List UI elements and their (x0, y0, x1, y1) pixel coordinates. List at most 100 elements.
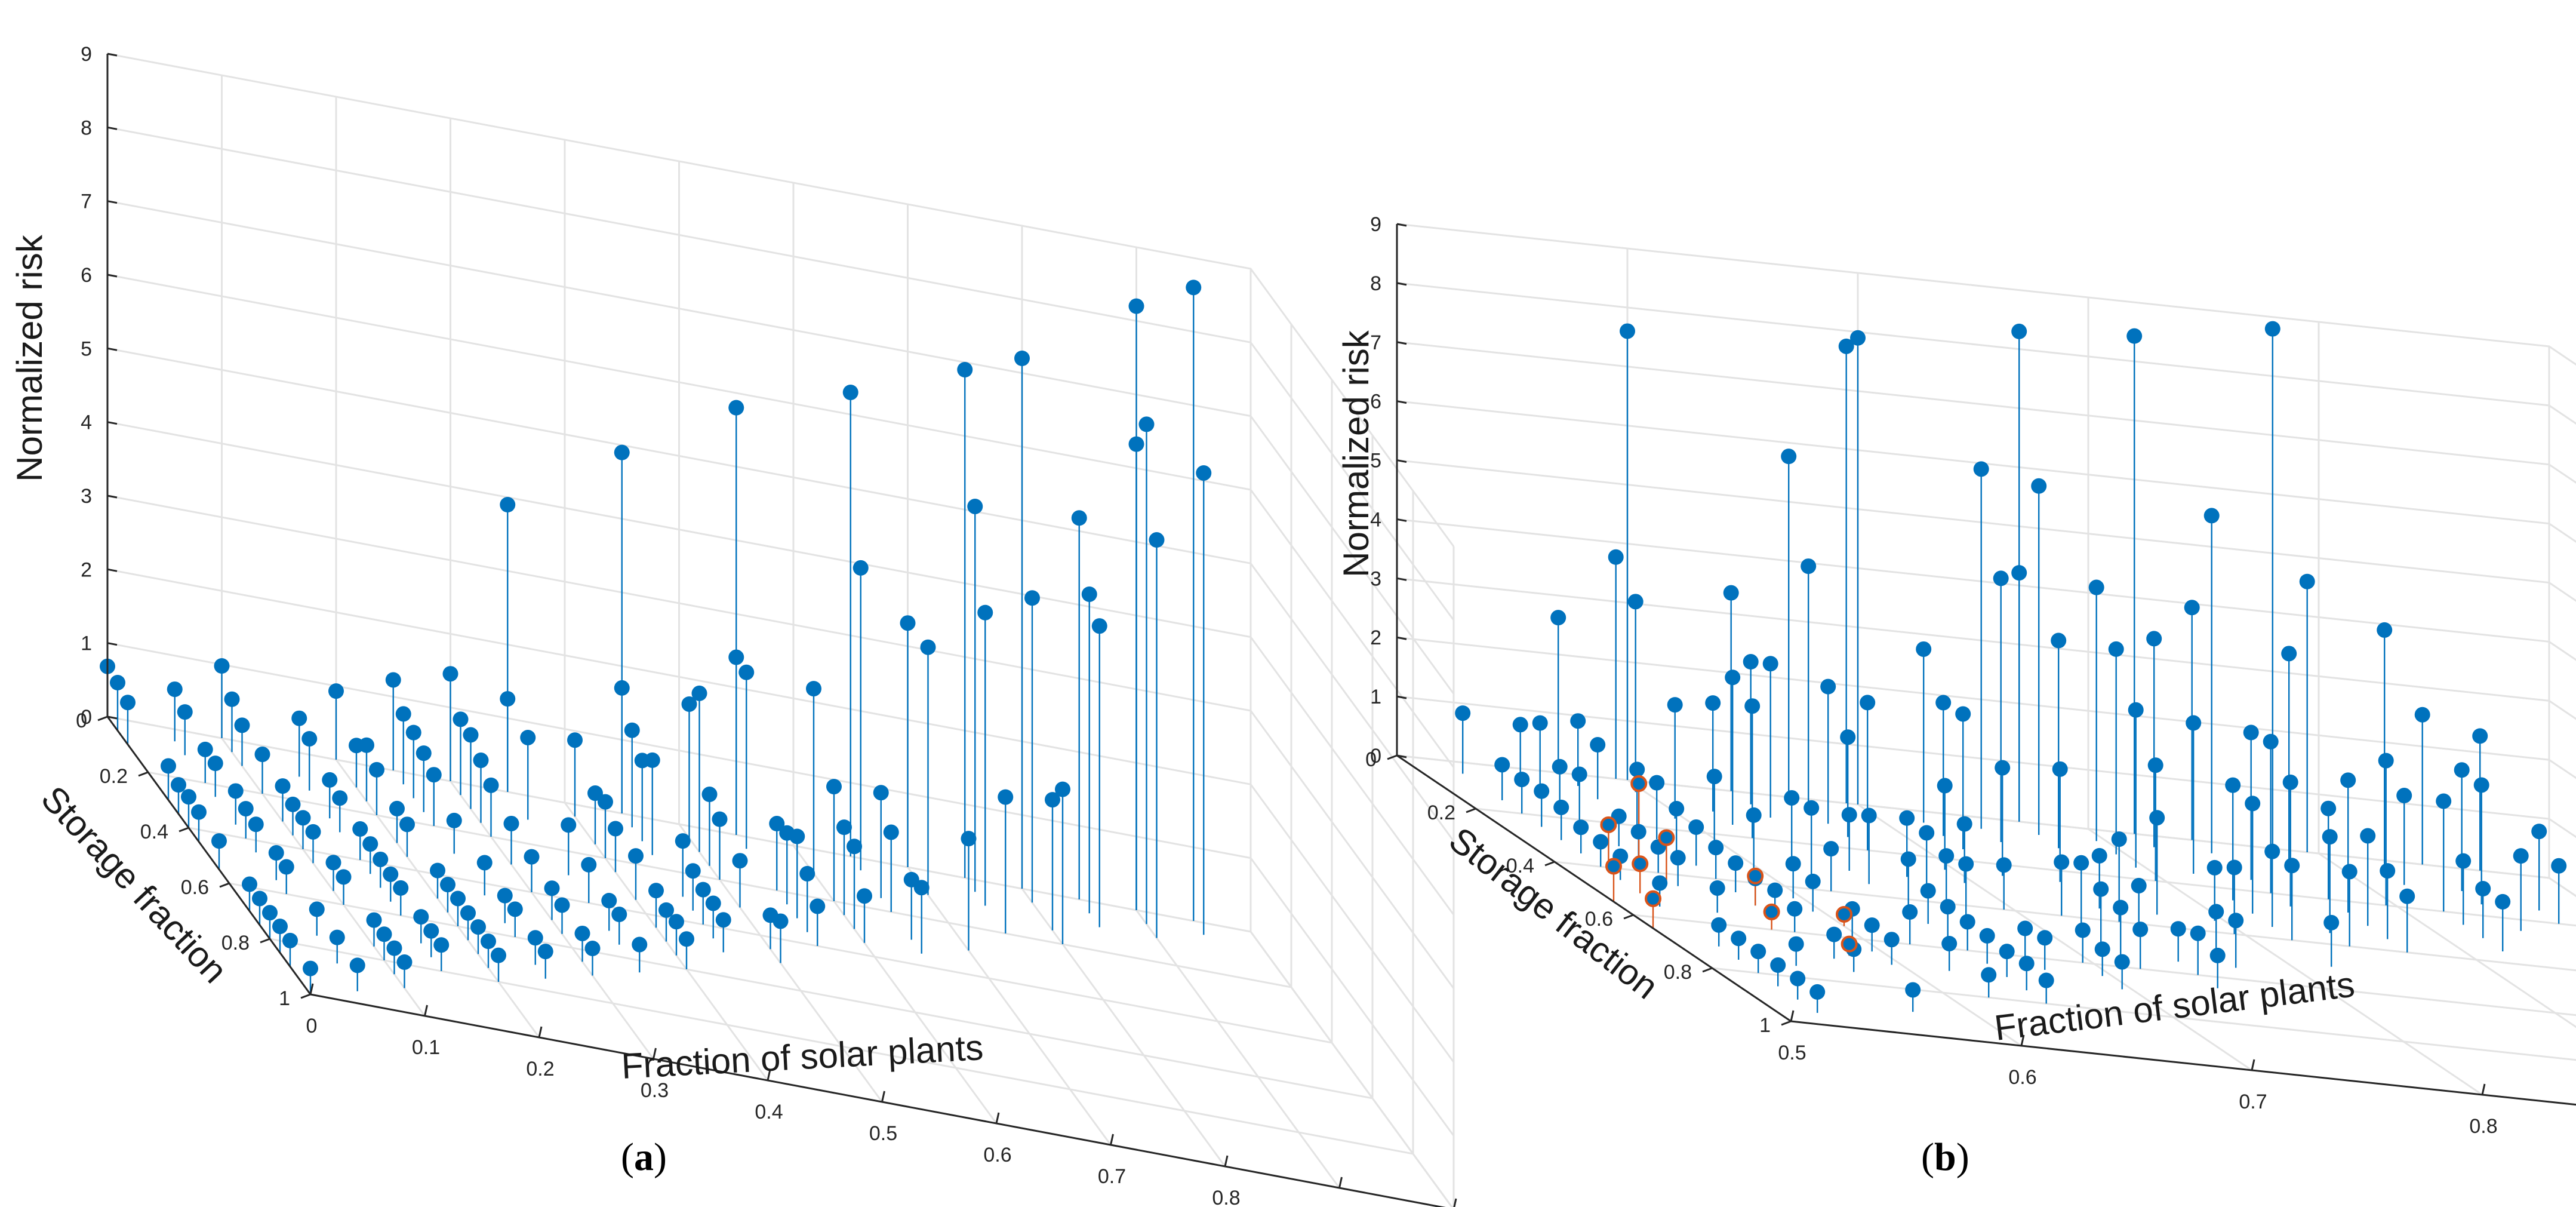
stem-marker (386, 940, 402, 956)
stem-marker (2340, 772, 2356, 788)
x-tick-label: 0.7 (2239, 1091, 2267, 1113)
stem-marker (712, 811, 728, 827)
stem-marker (2472, 728, 2488, 744)
y-tick-label: 1 (279, 987, 290, 1010)
stem-marker (1552, 758, 1568, 775)
stem-marker (1632, 855, 1649, 873)
stem-marker (2282, 774, 2298, 790)
stem-marker (1801, 558, 1817, 575)
stem-marker (442, 666, 458, 682)
stem-marker (1805, 873, 1821, 889)
stem-marker (373, 851, 389, 867)
stem-marker (275, 778, 291, 794)
gridline-y (229, 435, 1374, 1099)
stem-marker (1981, 967, 1997, 983)
stem-marker (2051, 632, 2067, 649)
z-tick-label: 0 (81, 706, 92, 729)
stem-marker (332, 790, 348, 806)
stem-marker (1823, 841, 1839, 857)
gridline-x (792, 183, 998, 1124)
z-tick-label: 1 (81, 632, 92, 655)
stem-marker (705, 895, 721, 911)
stem-marker (295, 810, 311, 826)
stem-marker (1958, 856, 1974, 872)
stem-marker (681, 696, 697, 712)
gridline-z (1396, 341, 2576, 484)
stem-marker (1620, 323, 1635, 339)
stem-marker (2551, 858, 2567, 874)
stem-marker (2094, 941, 2110, 957)
stem-marker (1762, 656, 1778, 672)
caption-a: (a) (621, 1135, 667, 1179)
stem-marker (181, 789, 196, 805)
z-tick (107, 274, 118, 278)
x-tick-label: 0.5 (1778, 1042, 1806, 1064)
stem-marker (614, 680, 630, 696)
stem-marker (2473, 777, 2489, 793)
z-tick (1396, 459, 1407, 463)
stem-marker (2396, 788, 2412, 804)
gridline-y (269, 491, 1414, 1155)
stem-marker (799, 865, 815, 882)
x-tick (538, 1026, 543, 1038)
stem-marker (2495, 893, 2511, 910)
z-tick (107, 568, 118, 572)
stem-marker (393, 880, 409, 896)
x-tick (1224, 1155, 1229, 1167)
stem-marker (2147, 757, 2163, 773)
z-tick (1396, 223, 1407, 227)
stem-marker (305, 824, 321, 840)
caption-b: (b) (1921, 1135, 1969, 1179)
z-tick-label: 3 (81, 485, 92, 508)
stem-marker (433, 937, 450, 953)
stem-marker (520, 729, 536, 745)
gridline-y (1475, 807, 2576, 927)
stem-marker (826, 779, 842, 795)
z-tick-label: 5 (81, 337, 92, 360)
stem-marker (211, 833, 227, 849)
stem-marker (1196, 465, 1212, 481)
x-tick (424, 1005, 428, 1016)
stem-marker (1937, 778, 1953, 794)
stem-marker (328, 683, 344, 699)
stem-marker (1747, 867, 1764, 884)
stem-marker (1688, 819, 1704, 835)
stem-marker (1600, 816, 1617, 833)
y-tick-label: 0.4 (1506, 855, 1534, 877)
stem-marker (1790, 970, 1806, 987)
stem-marker (2075, 922, 2091, 938)
y-tick (1702, 967, 1713, 973)
stem-marker (1941, 935, 1958, 951)
stem-marker (628, 848, 644, 864)
stem-marker (2263, 733, 2279, 750)
stem-marker (430, 862, 445, 879)
stem-marker (1864, 917, 1880, 933)
stem-marker (413, 909, 429, 925)
stem-marker (2052, 761, 2068, 777)
stem-marker (423, 923, 439, 939)
stem-marker (2146, 631, 2162, 647)
stem-marker (177, 704, 193, 720)
stem-marker (584, 941, 601, 957)
stem-marker (278, 859, 294, 875)
stem-marker (524, 849, 540, 865)
z-tick (1396, 282, 1407, 286)
stem-marker (1826, 926, 1842, 942)
y-tick-label: 0.8 (1664, 961, 1692, 984)
stem-marker (322, 772, 338, 788)
stem-marker (1973, 461, 1989, 477)
stem-marker (1138, 416, 1155, 432)
stem-marker (675, 833, 691, 849)
stem-marker (1820, 678, 1836, 695)
stem-marker (2131, 877, 2147, 893)
stem-marker (1955, 706, 1971, 722)
stem-marker (1905, 982, 1921, 998)
stem-marker (426, 767, 442, 783)
x-tick-label: 0.6 (983, 1144, 1011, 1166)
stem-marker (503, 815, 519, 831)
stem-marker (1763, 903, 1780, 920)
stem-marker (359, 737, 374, 753)
gridline-z (1396, 282, 2576, 425)
y-tick-label: 0.8 (221, 932, 250, 954)
stem-marker (2264, 843, 2280, 859)
